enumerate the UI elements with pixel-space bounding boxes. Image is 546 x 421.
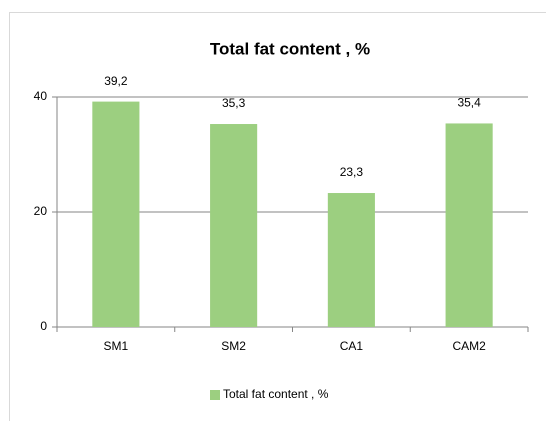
y-tick-label: 20 <box>34 204 48 218</box>
x-tick-label: SM1 <box>104 339 129 353</box>
y-tick-label: 0 <box>40 319 47 333</box>
bar <box>327 193 375 327</box>
data-label: 35,4 <box>457 96 481 110</box>
chart-title: Total fat content , % <box>210 39 370 58</box>
x-tick-label: SM2 <box>221 339 246 353</box>
y-tick-label: 40 <box>34 89 48 103</box>
bar <box>92 101 140 327</box>
data-label: 39,2 <box>104 74 128 88</box>
data-label: 23,3 <box>340 165 364 179</box>
legend-swatch <box>210 390 220 400</box>
bar <box>210 124 258 328</box>
chart-frame <box>9 12 546 421</box>
data-label: 35,3 <box>222 96 246 110</box>
bar <box>445 123 493 327</box>
x-tick-label: CA1 <box>340 339 364 353</box>
x-tick-label: CAM2 <box>452 339 486 353</box>
legend-label: Total fat content , % <box>223 387 329 401</box>
